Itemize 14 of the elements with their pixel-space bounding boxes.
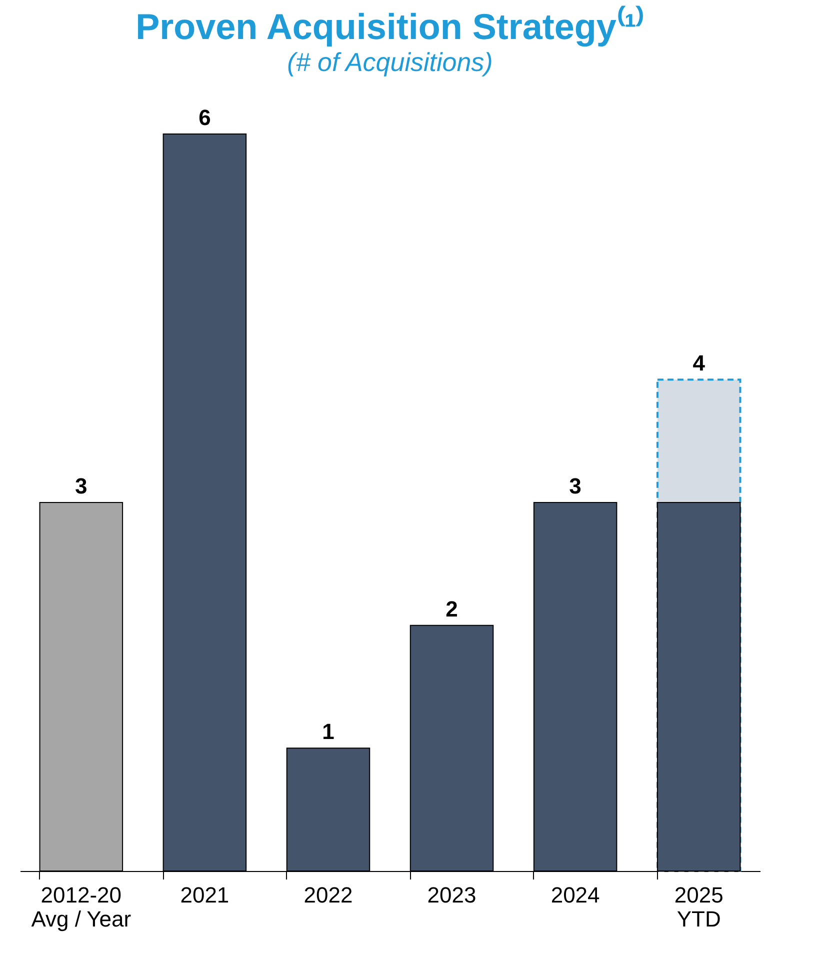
x-tick-label: 2024	[550, 882, 600, 908]
chart-subtitle: (# of Acquisitions)	[287, 47, 493, 77]
data-label: 2	[446, 596, 458, 622]
data-label: 6	[198, 105, 211, 130]
x-tick-label: 2025 YTD	[674, 882, 724, 932]
data-label: 4	[692, 350, 706, 376]
x-tick-label: 2021	[180, 882, 230, 908]
x-tick-label: 2012-20 Avg / Year	[31, 882, 132, 932]
chart-title: Proven Acquisition Strategy⁽¹⁾	[136, 5, 644, 47]
data-label: 3	[75, 474, 88, 498]
data-label: 3	[569, 474, 582, 498]
x-tick-label: 2022	[304, 882, 353, 908]
x-tick-label: 2023	[427, 882, 476, 908]
data-label: 1	[322, 719, 334, 744]
